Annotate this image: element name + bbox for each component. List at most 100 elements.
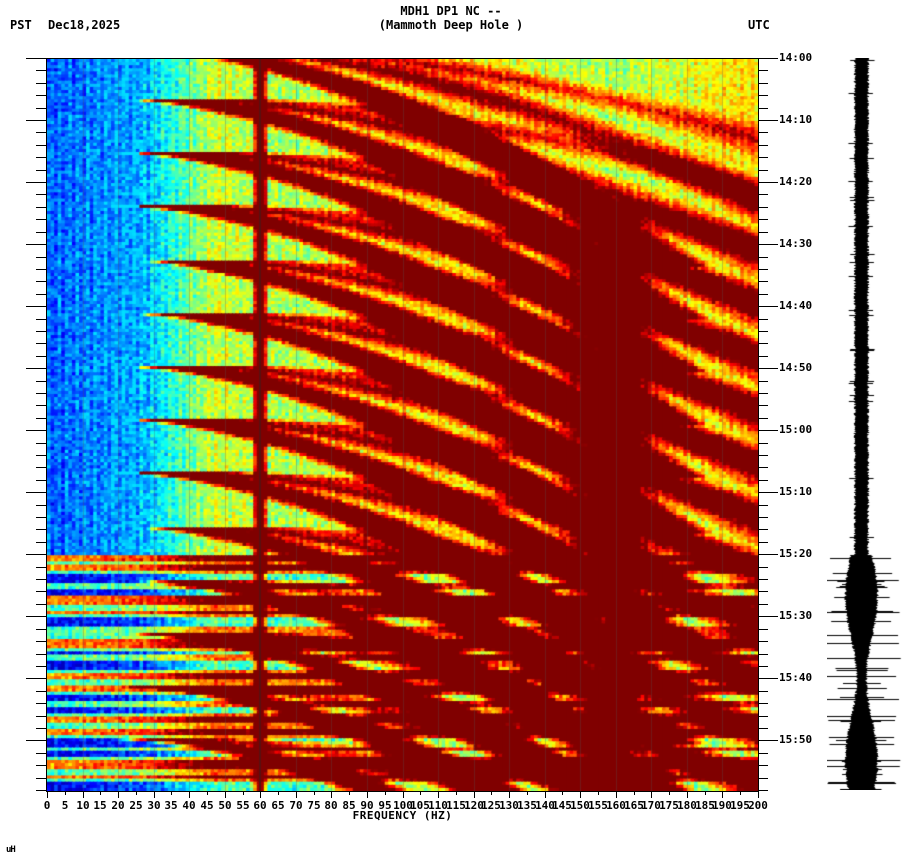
tick-minor-utc [758, 294, 768, 295]
tick-minor-pst [36, 207, 46, 208]
tick-minor-frequency [527, 791, 528, 795]
tick-minor-utc [758, 157, 768, 158]
tick-major-frequency [687, 791, 688, 798]
tick-major-frequency [580, 791, 581, 798]
tick-major-pst [26, 58, 46, 59]
time-label-utc: 14:10 [779, 113, 813, 126]
tick-minor-pst [36, 157, 46, 158]
tick-minor-utc [758, 455, 768, 456]
tick-minor-utc [758, 753, 768, 754]
tick-major-frequency [225, 791, 226, 798]
tick-minor-frequency [243, 791, 244, 795]
tick-minor-utc [758, 170, 768, 171]
frequency-label: 15 [93, 799, 107, 812]
frequency-label: 95 [378, 799, 392, 812]
tick-minor-utc [758, 604, 768, 605]
spectrogram-plot[interactable] [46, 58, 759, 792]
frequency-label: 50 [218, 799, 232, 812]
tick-major-frequency [722, 791, 723, 798]
frequency-label: 190 [712, 799, 732, 812]
frequency-label: 150 [570, 799, 590, 812]
tick-major-frequency [331, 791, 332, 798]
tick-minor-frequency [100, 791, 101, 795]
frequency-label: 135 [517, 799, 537, 812]
tick-minor-pst [36, 765, 46, 766]
tick-major-frequency [616, 791, 617, 798]
time-label-utc: 15:20 [779, 547, 813, 560]
tick-major-frequency [118, 791, 119, 798]
frequency-label: 70 [289, 799, 303, 812]
frequency-label: 0 [43, 799, 51, 812]
tick-minor-utc [758, 194, 768, 195]
tick-major-utc [758, 244, 778, 245]
frequency-label: 100 [393, 799, 413, 812]
tick-minor-pst [36, 778, 46, 779]
tick-major-frequency [154, 791, 155, 798]
tick-minor-utc [758, 83, 768, 84]
tick-minor-utc [758, 703, 768, 704]
frequency-label: 140 [535, 799, 555, 812]
frequency-label: 125 [481, 799, 501, 812]
tick-minor-pst [36, 70, 46, 71]
tick-minor-frequency [385, 791, 386, 795]
time-label-utc: 15:10 [779, 485, 813, 498]
tick-minor-pst [36, 343, 46, 344]
footer-artifact: uH [6, 845, 16, 855]
tick-major-pst [26, 368, 46, 369]
tick-minor-pst [36, 269, 46, 270]
tick-minor-pst [36, 405, 46, 406]
tick-minor-utc [758, 356, 768, 357]
tick-minor-frequency [598, 791, 599, 795]
tick-minor-frequency [278, 791, 279, 795]
tick-minor-utc [758, 331, 768, 332]
seismogram-panel [827, 58, 902, 790]
tick-minor-utc [758, 567, 768, 568]
time-label-utc: 14:40 [779, 299, 813, 312]
tick-minor-utc [758, 343, 768, 344]
tick-minor-utc [758, 393, 768, 394]
station-subtitle: (Mammoth Deep Hole ) [378, 18, 524, 32]
tick-minor-pst [36, 219, 46, 220]
tick-minor-pst [36, 529, 46, 530]
frequency-label: 130 [499, 799, 519, 812]
frequency-label: 35 [164, 799, 178, 812]
frequency-label: 185 [695, 799, 715, 812]
tick-minor-pst [36, 629, 46, 630]
tick-major-pst [26, 678, 46, 679]
tick-minor-frequency [740, 791, 741, 795]
tick-major-pst [26, 182, 46, 183]
tick-major-frequency [403, 791, 404, 798]
tick-minor-pst [36, 145, 46, 146]
tick-minor-utc [758, 641, 768, 642]
tick-minor-pst [36, 108, 46, 109]
tick-minor-utc [758, 381, 768, 382]
tick-major-frequency [367, 791, 368, 798]
tick-major-frequency [438, 791, 439, 798]
tick-minor-utc [758, 480, 768, 481]
tick-minor-utc [758, 207, 768, 208]
tick-minor-pst [36, 356, 46, 357]
time-label-utc: 14:30 [779, 237, 813, 250]
tick-major-utc [758, 182, 778, 183]
tick-minor-utc [758, 232, 768, 233]
tick-major-pst [26, 430, 46, 431]
tick-minor-utc [758, 790, 768, 791]
tick-minor-frequency [171, 791, 172, 795]
tick-minor-frequency [705, 791, 706, 795]
tick-minor-utc [758, 467, 768, 468]
frequency-label: 20 [111, 799, 125, 812]
tick-minor-frequency [456, 791, 457, 795]
tick-minor-pst [36, 443, 46, 444]
tick-major-frequency [758, 791, 759, 798]
tick-minor-pst [36, 703, 46, 704]
tick-minor-pst [36, 83, 46, 84]
tick-minor-frequency [136, 791, 137, 795]
tick-minor-pst [36, 641, 46, 642]
tick-minor-utc [758, 666, 768, 667]
tick-minor-utc [758, 219, 768, 220]
timezone-label-right: UTC [748, 18, 770, 32]
tick-major-pst [26, 554, 46, 555]
tick-minor-utc [758, 319, 768, 320]
tick-minor-utc [758, 257, 768, 258]
tick-major-frequency [260, 791, 261, 798]
